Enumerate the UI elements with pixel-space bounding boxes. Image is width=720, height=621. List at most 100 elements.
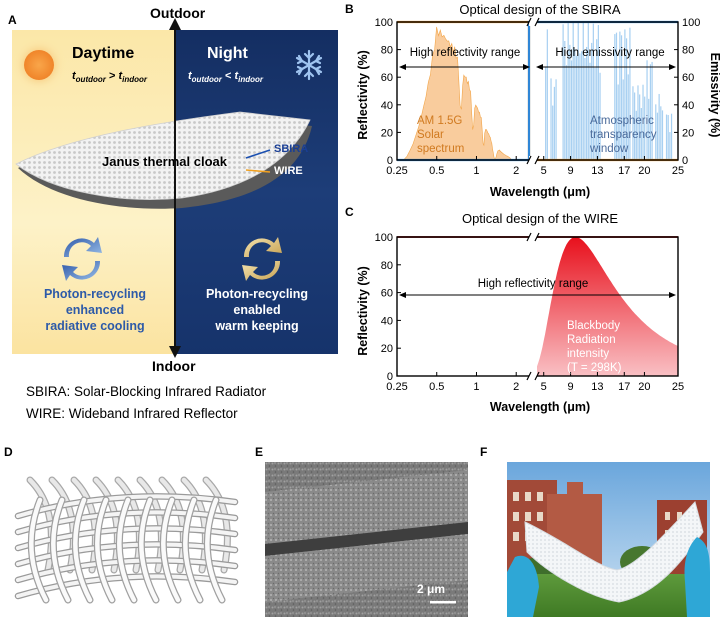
fabric-fiber-front-highlight: [205, 497, 225, 603]
atmospheric-window-bar: [667, 115, 669, 160]
blackbody-area: [537, 237, 678, 376]
y2-tick-label: 60: [682, 72, 694, 84]
axis-break-mask-top: [529, 18, 537, 26]
atmospheric-window-bar: [634, 92, 636, 160]
atmospheric-window-bar: [642, 84, 644, 160]
fabric-fiber-highlight: [93, 477, 120, 573]
atmospheric-window-bar: [591, 42, 593, 160]
x-tick-label: 0.25: [386, 381, 407, 393]
axis-break-mark: [526, 371, 532, 381]
axis-break-mark: [526, 17, 532, 27]
snowflake-icon: [295, 49, 323, 81]
x-tick-label: 0.5: [429, 165, 444, 177]
janus-cloak-label: Janus thermal cloak: [102, 154, 227, 169]
vertical-axis-arrow: [169, 18, 181, 358]
night-title: Night: [207, 45, 248, 62]
y-tick-label: 40: [381, 100, 393, 112]
atmospheric-window-bar: [592, 23, 594, 160]
y2-tick-label: 0: [682, 155, 688, 167]
panel-label-e: E: [255, 445, 264, 459]
x-tick-label: 25: [672, 165, 684, 177]
atmospheric-window-bar: [596, 39, 598, 160]
fabric-cross-fiber-highlight: [16, 494, 237, 518]
atmospheric-window-bar: [570, 60, 573, 161]
x-tick-label: 1: [473, 381, 479, 393]
intensity-label: intensity: [567, 348, 609, 360]
panel-label-d: D: [4, 445, 13, 459]
x-tick-label: 5: [541, 381, 547, 393]
day-caption: Photon-recycling enhanced radiative coolin…: [43, 287, 147, 333]
atmospheric-window-bar: [575, 55, 578, 160]
y-tick-label: 60: [381, 288, 393, 300]
fabric-fiber-front-highlight: [161, 497, 181, 603]
emissivity-range-arrow-head-left: [536, 64, 543, 70]
axis-break-mark: [526, 232, 532, 242]
x-tick-label: 2: [513, 165, 519, 177]
y-tick-label: 80: [381, 260, 393, 272]
atmospheric-window-bar: [646, 60, 648, 161]
temperature-label: (T = 298K): [567, 362, 622, 374]
x-tick-label: 5: [541, 165, 547, 177]
reflectivity-range-arrow-head-left: [399, 64, 406, 70]
y-tick-label: 60: [381, 72, 393, 84]
sem-image: 2 μm: [265, 462, 468, 617]
y-tick-label: 0: [387, 155, 393, 167]
atmospheric-window-bar: [546, 29, 548, 161]
y-tick-label: 80: [381, 45, 393, 57]
y-tick-label: 100: [375, 232, 393, 244]
axis-break-mark: [534, 155, 540, 165]
panel-label-c: C: [345, 205, 354, 219]
atmospheric-window-bar: [552, 105, 554, 160]
window-label: window: [589, 143, 629, 155]
atmospheric-window-bar: [577, 22, 579, 161]
fabric-fiber-front-highlight: [139, 497, 159, 603]
atmospheric-window-bar: [615, 32, 618, 160]
sbira-callout: SBIRA: [274, 143, 309, 155]
atmospheric-window-bar: [632, 86, 634, 160]
janus-cloak-illustration: [15, 111, 312, 209]
y-tick-label: 0: [387, 371, 393, 383]
y-tick-label: 20: [381, 127, 393, 139]
night-caption: Photon-recycling enabled warm keeping: [205, 287, 309, 333]
am15g-label: AM 1.5G: [417, 115, 462, 127]
reflectivity-range-arrow-head-right: [523, 64, 530, 70]
atmospheric-window-bar: [624, 29, 626, 160]
atmospheric-window-bar: [619, 31, 621, 161]
wire-chart-title: Optical design of the WIRE: [462, 211, 618, 226]
fabric-fiber-front-highlight: [183, 497, 203, 603]
atmospheric-window-bar: [553, 86, 555, 160]
atmospheric-window-bar: [562, 24, 564, 161]
atmospheric-window-bar: [658, 93, 660, 160]
y-tick-label: 20: [381, 343, 393, 355]
atmospheric-window-bar: [649, 64, 652, 160]
sbira-y2-label: Emissivity (%): [708, 53, 720, 138]
daytime-condition: toutdoor > tindoor: [72, 70, 147, 85]
atmospheric-window-bar: [644, 96, 646, 160]
transparency-label: transparency: [590, 129, 657, 141]
x-tick-label: 20: [638, 381, 650, 393]
wire-range-arrow-head-right: [669, 292, 676, 298]
y-tick-label: 40: [381, 315, 393, 327]
atmospheric-window-bar: [655, 104, 657, 160]
atmospheric-window-bar: [584, 58, 586, 160]
night-recycle-arrows-icon: [242, 237, 282, 281]
indoor-label: Indoor: [152, 358, 196, 374]
wire-pointer: [245, 169, 271, 173]
atmospheric-window-bar: [669, 132, 671, 160]
fabric-fiber-front-highlight: [117, 497, 137, 603]
atmospheric-window-bar: [648, 98, 650, 160]
atmospheric-window-bar: [586, 46, 588, 160]
atmospheric-window-bar: [589, 62, 591, 160]
x-tick-label: 1: [473, 165, 479, 177]
radiation-label: Radiation: [567, 334, 616, 346]
axis-break-mask-bottom: [529, 372, 537, 380]
atmospheric-window-bar: [574, 49, 576, 160]
solar-label: Solar: [417, 129, 444, 141]
wire-high-reflectivity-label: High reflectivity range: [478, 278, 589, 290]
atmospheric-window-bar: [580, 51, 583, 160]
y-tick-label: 100: [375, 17, 393, 29]
wire-callout: WIRE: [274, 165, 303, 177]
atmospheric-window-bar: [594, 67, 596, 160]
outdoor-label: Outdoor: [150, 5, 206, 21]
x-tick-label: 9: [568, 381, 574, 393]
